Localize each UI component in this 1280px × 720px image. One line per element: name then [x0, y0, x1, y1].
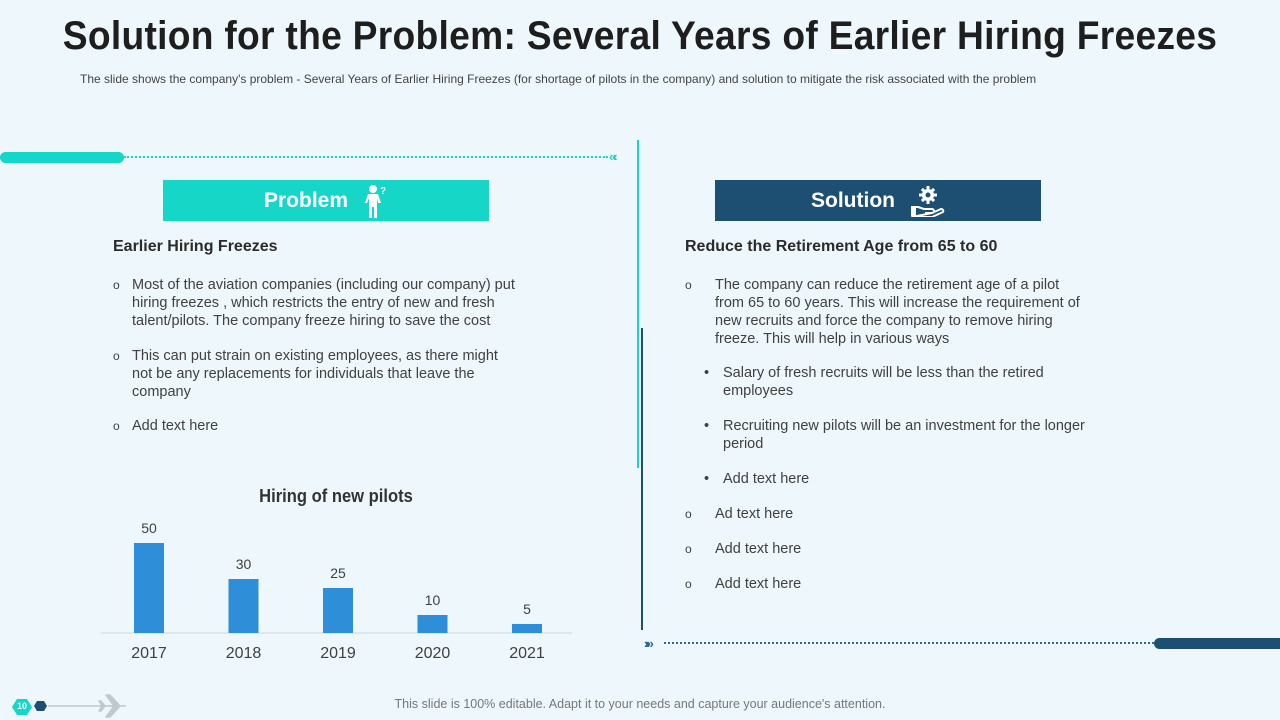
bar-2020 — [417, 615, 448, 633]
page-subtitle: The slide shows the company's problem - … — [80, 72, 1037, 86]
list-item-text: Add text here — [132, 418, 219, 434]
data-label-2019: 25 — [330, 565, 346, 581]
circle-bullet-icon: o — [113, 349, 120, 363]
list-item: o Add text here — [685, 540, 1085, 558]
person-question-icon: ? — [364, 183, 388, 219]
footer-text: This slide is 100% editable. Adapt it to… — [394, 697, 886, 711]
list-item: • Salary of fresh recruits will be less … — [704, 364, 1094, 400]
bottom-dotted-line — [664, 642, 1154, 644]
list-item-text: This can put strain on existing employee… — [132, 348, 498, 400]
chevrons-left-icon: «‹ — [609, 149, 617, 164]
list-item-text: Add text here — [723, 471, 810, 487]
list-item: • Recruiting new pilots will be an inves… — [704, 417, 1094, 453]
solution-header-label: Solution — [811, 188, 895, 212]
list-item-text: Most of the aviation companies (includin… — [132, 277, 515, 329]
list-item-text: Add text here — [715, 576, 802, 592]
solution-header: Solution — [715, 180, 1041, 221]
data-label-2020: 10 — [425, 592, 441, 608]
x-tick-label-2021: 2021 — [509, 645, 545, 662]
divider-line-navy — [641, 328, 643, 630]
dot-bullet-icon: • — [704, 365, 710, 381]
problem-header: Problem ? — [163, 180, 489, 221]
list-item: o Add text here — [113, 417, 513, 435]
list-item: o This can put strain on existing employ… — [113, 347, 513, 401]
problem-heading: Earlier Hiring Freezes — [113, 238, 278, 255]
bottom-accent-bar — [1154, 638, 1280, 649]
hand-gear-icon — [910, 185, 945, 217]
list-item-text: Salary of fresh recruits will be less th… — [723, 365, 1044, 399]
data-label-2021: 5 — [523, 601, 531, 617]
solution-heading: Reduce the Retirement Age from 65 to 60 — [685, 238, 998, 255]
page-number: 10 — [16, 701, 27, 711]
bar-chart: 50 2017 30 2018 25 2019 10 2020 5 2021 — [101, 520, 572, 662]
top-dotted-line — [124, 156, 608, 158]
list-item-text: Ad text here — [715, 506, 794, 522]
list-item: o Ad text here — [685, 505, 1085, 523]
dot-bullet-icon: • — [704, 471, 710, 487]
circle-bullet-icon: o — [685, 278, 692, 292]
list-item: o Add text here — [685, 575, 1085, 593]
circle-bullet-icon: o — [685, 577, 692, 591]
x-tick-label-2020: 2020 — [415, 645, 451, 662]
page-number-badge: 10 — [12, 699, 32, 715]
list-item-text: The company can reduce the retirement ag… — [715, 277, 1080, 347]
bar-2017 — [134, 543, 164, 633]
list-item: o Most of the aviation companies (includ… — [113, 276, 523, 330]
chevrons-right-icon: ››» — [644, 636, 654, 651]
list-item: • Add text here — [704, 470, 1094, 488]
data-label-2017: 50 — [141, 520, 157, 536]
page-title: Solution for the Problem: Several Years … — [62, 14, 1218, 58]
x-tick-label-2018: 2018 — [226, 645, 262, 662]
x-tick-label-2017: 2017 — [131, 645, 167, 662]
problem-header-label: Problem — [263, 188, 349, 212]
top-accent-bar — [0, 152, 124, 163]
data-label-2018: 30 — [236, 556, 252, 572]
list-item-text: Add text here — [715, 541, 802, 557]
dot-bullet-icon: • — [704, 418, 710, 434]
divider-line-teal — [637, 140, 639, 468]
bar-2018 — [228, 579, 259, 633]
circle-bullet-icon: o — [113, 278, 120, 292]
x-tick-label-2019: 2019 — [320, 645, 356, 662]
list-item-text: Recruiting new pilots will be an investm… — [723, 418, 1085, 452]
chart-title: Hiring of new pilots — [259, 486, 413, 506]
airplane-timeline-icon — [34, 694, 126, 718]
circle-bullet-icon: o — [685, 542, 692, 556]
circle-bullet-icon: o — [113, 419, 120, 433]
circle-bullet-icon: o — [685, 507, 692, 521]
list-item: o The company can reduce the retirement … — [685, 276, 1090, 348]
svg-text:?: ? — [380, 186, 386, 197]
bar-2021 — [512, 624, 542, 633]
bar-2019 — [323, 588, 353, 633]
